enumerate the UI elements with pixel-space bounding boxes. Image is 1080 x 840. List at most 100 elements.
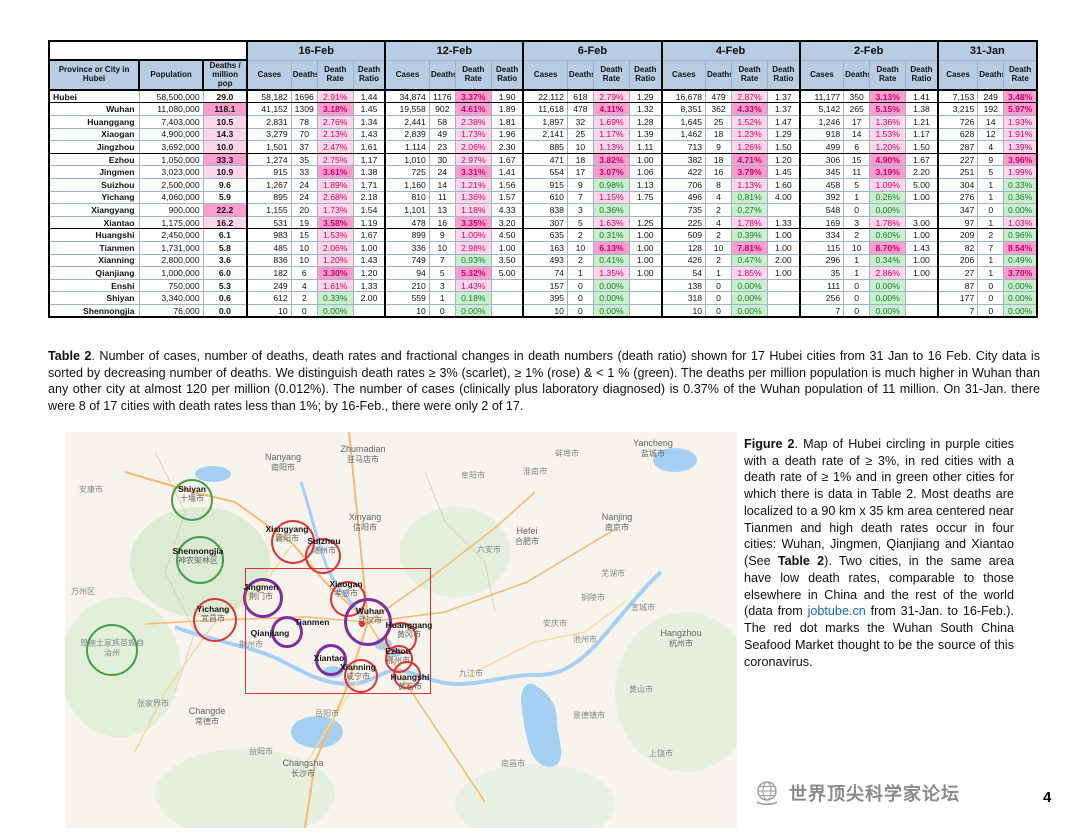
cell-rate: 3.48% [1003,89,1038,104]
cell-rate: 1.17% [592,127,630,142]
cell-rate: 0.47% [731,253,769,268]
cell-deaths: 10 [843,241,871,255]
cell-ratio: 5.00 [905,178,939,192]
caption-text: Figure 2 [744,437,795,451]
cell-cases: 531 [246,215,292,230]
caption-text: Table 2 [48,349,92,363]
cell-ratio: 1.34 [352,115,386,129]
cell-deaths: 5 [843,178,871,192]
cell-cases: 22,112 [522,89,568,104]
table-row: Xiangyang 900,000 22.2 1,155 20 1.73% 1.54 1,10… [47,203,1038,217]
cell-cases: 478 [384,215,430,230]
cell-cases: 725 [384,165,430,180]
cell-deaths: 1 [977,190,1005,205]
cell-rate: 1.20% [869,140,907,154]
population-cell: 1,175,000 [138,215,204,230]
cell-cases: 5,142 [798,102,845,117]
cell-deaths: 24 [290,178,318,192]
sub-header-cases: Cases [936,59,979,92]
cell-rate: 1.18% [454,203,492,217]
cell-deaths: 5 [977,165,1005,180]
city-cell: Xiangyang [47,203,140,217]
sub-header-cases: Cases [660,59,707,92]
cell-cases: 3,215 [936,102,979,117]
cell-deaths: 18 [705,127,733,142]
cell-deaths: 1 [843,190,871,205]
cell-ratio: 1.67 [352,228,386,242]
cell-rate: 2.91% [316,89,354,104]
deaths-per-million-cell: 10.0 [202,140,248,154]
cell-ratio: 1.19 [352,215,386,230]
cell-cases: 7 [936,304,979,318]
cell-deaths: 0 [843,291,871,305]
cell-rate: 0.00% [1003,203,1038,217]
cell-rate: 1.15% [592,190,630,205]
cell-deaths: 2 [705,228,733,242]
hubei-map: Shiyan 十堰市 Shennongjia 神农架林区 恩施土家族苗族自治州 Xiang… [65,432,737,828]
cell-rate: 0.49% [1003,253,1038,268]
cell-deaths: 7 [428,253,456,268]
sub-header-deaths: Deaths [566,59,594,92]
cell-ratio: 1.57 [490,190,524,205]
cell-deaths: 8 [705,178,733,192]
table-row: Enshi 750,000 5.3 249 4 1.61% 1.33 210 3 1.43% 157… [47,278,1038,293]
cell-rate: 5.32% [454,266,492,280]
date-header-31-jan: 31-Jan [936,40,1038,61]
caption-text: . Number of cases, number of deaths, dea… [48,349,1040,414]
cell-ratio: 1.96 [490,127,524,142]
cell-rate: 2.38% [454,115,492,129]
cell-deaths: 15 [843,152,871,167]
deaths-per-million-cell: 33.3 [202,152,248,167]
cell-rate: 0.33% [1003,178,1038,192]
jobtube-link[interactable]: jobtube.cn [807,604,866,619]
cell-rate: 2.76% [316,115,354,129]
cell-ratio: 1.41 [490,165,524,180]
cell-rate: 2.68% [316,190,354,205]
cell-rate: 0.00% [592,291,630,305]
cell-ratio: 5.00 [490,266,524,280]
hubei-table: 16-Feb 12-Feb 6-Feb 4-Feb 2-Feb 31-Jan Provinc… [47,40,1038,319]
cell-cases: 87 [936,278,979,293]
cell-deaths: 14 [428,178,456,192]
figure-2-caption: Figure 2. Map of Hubei circling in purpl… [744,436,1014,670]
cell-deaths: 3 [428,278,456,293]
cell-ratio: 1.81 [490,115,524,129]
cell-rate: 0.00% [1003,291,1038,305]
cell-cases: 612 [246,291,292,305]
deaths-per-million-cell: 6.0 [202,266,248,280]
cell-cases: 256 [798,291,845,305]
cell-ratio: 1.75 [628,190,663,205]
cell-cases: 138 [660,278,707,293]
population-cell: 900,000 [138,203,204,217]
sub-header-death-ratio: Death Ratio [490,59,524,92]
cell-cases: 182 [246,266,292,280]
cell-cases: 458 [798,178,845,192]
cell-rate: 1.89% [316,178,354,192]
cell-deaths: 20 [290,203,318,217]
cell-rate: 2.06% [454,140,492,154]
cell-rate: 1.35% [592,266,630,280]
cell-rate: 0.00% [592,278,630,293]
cell-ratio: 1.89 [490,102,524,117]
cell-deaths: 10 [428,241,456,255]
cell-cases: 810 [384,190,430,205]
cell-cases: 306 [798,152,845,167]
cell-cases: 225 [660,215,707,230]
deaths-per-million-cell: 14.3 [202,127,248,142]
table-row: Hubei 58,500,000 29.0 58,182 1696 2.91% 1.44 34… [47,89,1038,104]
cell-deaths: 2 [843,228,871,242]
cell-deaths: 49 [428,127,456,142]
cell-ratio [905,203,939,217]
cell-ratio: 1.67 [905,152,939,167]
population-cell: 3,340,000 [138,291,204,305]
sub-header-death-ratio: Death Ratio [905,59,939,92]
table-row: Jingmen 3,023,000 10.9 915 33 3.61% 1.38 725 24 3… [47,165,1038,180]
cell-ratio: 4.00 [767,190,801,205]
cell-rate: 3.31% [454,165,492,180]
cell-rate: 8.54% [1003,241,1038,255]
cell-rate: 1.91% [1003,127,1038,142]
cell-rate: 2.87% [731,89,769,104]
city-cell: Hubei [47,89,140,104]
cell-deaths: 58 [428,115,456,129]
cell-rate: 4.11% [592,102,630,117]
